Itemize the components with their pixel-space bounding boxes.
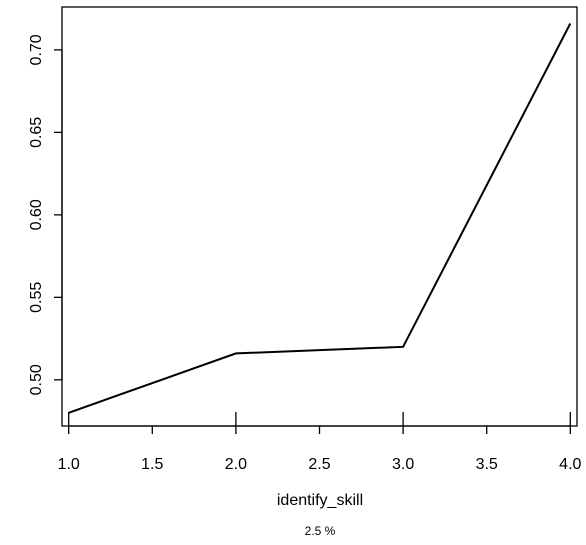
x-tick-label: 3.0 <box>392 456 414 473</box>
x-axis: 1.0 1.5 2.0 2.5 3.0 3.5 4.0 <box>58 425 582 473</box>
y-tick-label: 0.50 <box>28 364 45 395</box>
x-tick-label: 2.5 <box>308 456 330 473</box>
series-line <box>68 23 572 414</box>
rug-marks <box>68 412 571 426</box>
x-axis-title: identify_skill <box>277 492 363 509</box>
x-tick-label: 4.0 <box>559 456 581 473</box>
chart-subtitle: 2.5 % <box>305 524 336 538</box>
x-tick-label: 3.5 <box>476 456 498 473</box>
y-tick-label: 0.70 <box>28 34 45 65</box>
plot-frame <box>61 6 578 427</box>
y-tick-label: 0.55 <box>28 282 45 313</box>
y-axis: 0.50 0.55 0.60 0.65 0.70 <box>28 34 63 395</box>
x-tick-label: 1.5 <box>141 456 163 473</box>
y-tick-label: 0.65 <box>28 117 45 148</box>
x-tick-label: 1.0 <box>58 456 80 473</box>
y-tick-label: 0.60 <box>28 199 45 230</box>
x-tick-label: 2.0 <box>225 456 247 473</box>
